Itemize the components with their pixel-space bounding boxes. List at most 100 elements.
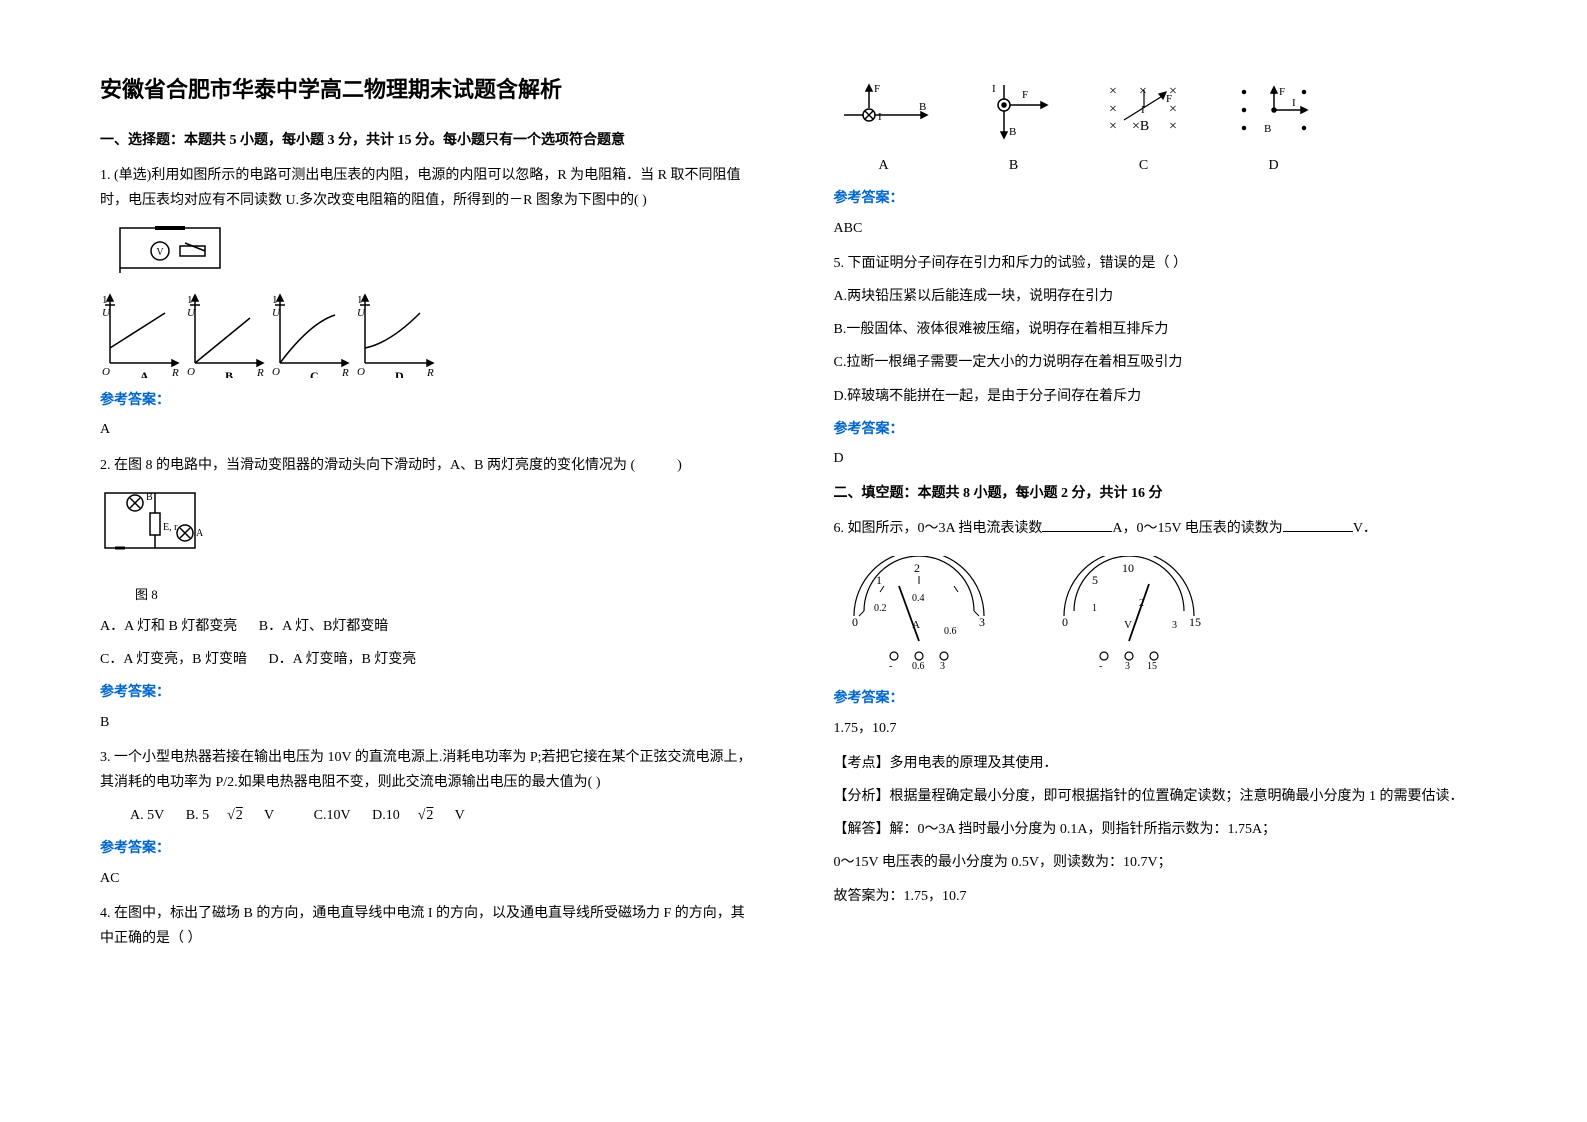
- svg-text:×: ×: [1109, 102, 1117, 117]
- q2-optB: B．A 灯、B灯都变暗: [259, 619, 389, 634]
- svg-text:U: U: [272, 307, 281, 319]
- svg-text:5: 5: [1092, 573, 1098, 587]
- question-3: 3. 一个小型电热器若接在输出电压为 10V 的直流电源上.消耗电功率为 P;若…: [100, 745, 754, 795]
- svg-text:B: B: [225, 369, 233, 378]
- q3-optD: D.10√2 V: [372, 808, 483, 823]
- svg-text:O: O: [187, 366, 195, 378]
- page-title: 安徽省合肥市华泰中学高二物理期末试题含解析: [100, 70, 754, 110]
- svg-text:1: 1: [357, 294, 363, 306]
- q3-optB-pre: B. 5: [186, 808, 209, 823]
- section-1-header: 一、选择题：本题共 5 小题，每小题 3 分，共计 15 分。每小题只有一个选项…: [100, 128, 754, 153]
- q6-text-mid: A，0～15V 电压表的读数为: [1112, 521, 1282, 536]
- svg-text:U: U: [187, 307, 196, 319]
- q3-optB-num: 2: [236, 808, 243, 823]
- svg-text:1: 1: [876, 573, 882, 587]
- svg-text:C: C: [310, 369, 319, 378]
- svg-text:A: A: [196, 528, 204, 539]
- q5-optB: B.一般固体、液体很难被压缩，说明存在着相互排斥力: [834, 317, 1488, 342]
- svg-text:3: 3: [979, 615, 985, 629]
- svg-text:B: B: [919, 101, 926, 113]
- q6-exp1-label: 【考点】: [834, 756, 890, 771]
- q6-exp1: 【考点】多用电表的原理及其使用．: [834, 751, 1488, 776]
- question-1: 1. (单选)利用如图所示的电路可测出电压表的内阻，电源的内阻可以忽略，R 为电…: [100, 163, 754, 213]
- svg-text:0.4: 0.4: [912, 593, 925, 604]
- q3-optB-suf: V: [261, 808, 274, 823]
- svg-text:A: A: [140, 369, 149, 378]
- svg-text:I: I: [992, 83, 996, 95]
- q5-answer: D: [834, 446, 1488, 471]
- q3-optD-pre: D.10: [372, 808, 400, 823]
- svg-text:1: 1: [187, 294, 193, 306]
- svg-text:-: -: [889, 661, 892, 671]
- svg-text:0: 0: [1062, 615, 1068, 629]
- q4-diag-d: B I F D: [1224, 80, 1324, 178]
- q5-answer-label: 参考答案：: [834, 417, 1488, 442]
- q4-label-d: D: [1224, 153, 1324, 178]
- q2-fig-label: 图 8: [135, 583, 754, 606]
- svg-text:R: R: [256, 367, 264, 378]
- q2-optA: A．A 灯和 B 灯都变亮: [100, 619, 237, 634]
- svg-text:×: ×: [1109, 119, 1117, 134]
- question-4: 4. 在图中，标出了磁场 B 的方向，通电直导线中电流 I 的方向，以及通电直导…: [100, 901, 754, 951]
- svg-text:F: F: [874, 83, 880, 95]
- q6-answer: 1.75，10.7: [834, 716, 1488, 741]
- svg-text:0: 0: [852, 615, 858, 629]
- q1-answer: A: [100, 417, 754, 442]
- q2-answer: B: [100, 710, 754, 735]
- svg-text:F: F: [1166, 93, 1172, 105]
- q3-optC: C.10V: [314, 808, 351, 823]
- svg-text:R: R: [171, 367, 179, 378]
- svg-text:U: U: [357, 307, 366, 319]
- svg-text:O: O: [102, 366, 110, 378]
- q1-graphs-figure: 1 U O R A 1 U O R B: [100, 288, 440, 378]
- svg-text:2: 2: [914, 561, 920, 575]
- q6-exp2: 【分析】根据量程确定最小分度，即可根据指针的位置确定读数；注意明确最小分度为 1…: [834, 784, 1488, 809]
- question-6: 6. 如图所示，0～3A 挡电流表读数A，0～15V 电压表的读数为V．: [834, 516, 1488, 541]
- q2-options-row2: C．A 灯变亮，B 灯变暗 D．A 灯变暗，B 灯变亮: [100, 647, 754, 672]
- svg-text:F: F: [1279, 86, 1285, 98]
- q4-diagrams: B I F A I B F B: [834, 80, 1488, 178]
- q6-exp2-label: 【分析】: [834, 789, 890, 804]
- q4-diag-a: B I F A: [834, 80, 934, 178]
- q2-optC: C．A 灯变亮，B 灯变暗: [100, 652, 247, 667]
- q6-meters: 0 1 2 3 0.2 0.4 A 0.6 - 0.6 3 0 5: [834, 556, 1488, 671]
- q5-optA: A.两块铅压紧以后能连成一块，说明存在引力: [834, 284, 1488, 309]
- q6-blank-2: [1283, 518, 1353, 532]
- q4-label-c: C: [1094, 153, 1194, 178]
- q4-answer: ABC: [834, 216, 1488, 241]
- question-2: 2. 在图 8 的电路中，当滑动变阻器的滑动头向下滑动时，A、B 两灯亮度的变化…: [100, 453, 754, 478]
- q2-circuit-figure: B E, r A: [100, 488, 210, 573]
- svg-text:I: I: [1292, 97, 1296, 109]
- q6-answer-label: 参考答案：: [834, 686, 1488, 711]
- svg-text:U: U: [102, 307, 111, 319]
- svg-text:0.2: 0.2: [874, 603, 887, 614]
- q3-optD-num: 2: [426, 808, 433, 823]
- voltmeter-figure: 0 5 10 15 1 2 3 V - 3 15: [1044, 556, 1214, 671]
- q4-diag-c: × × × × × × ×B × F I C: [1094, 80, 1194, 178]
- q6-exp3c: 故答案为：1.75，10.7: [834, 884, 1488, 909]
- q1-circuit-figure: V: [100, 223, 240, 278]
- svg-text:×B: ×B: [1132, 119, 1149, 134]
- svg-text:×: ×: [1109, 84, 1117, 99]
- q5-optC: C.拉断一根绳子需要一定大小的力说明存在着相互吸引力: [834, 350, 1488, 375]
- svg-text:1: 1: [1092, 603, 1097, 614]
- q3-options: A. 5V B. 5√2 V C.10V D.10√2 V: [130, 803, 754, 828]
- svg-text:I: I: [878, 111, 882, 123]
- ammeter-figure: 0 1 2 3 0.2 0.4 A 0.6 - 0.6 3: [834, 556, 1004, 671]
- left-column: 安徽省合肥市华泰中学高二物理期末试题含解析 一、选择题：本题共 5 小题，每小题…: [100, 70, 754, 1052]
- svg-text:1: 1: [272, 294, 278, 306]
- q4-label-b: B: [964, 153, 1064, 178]
- svg-text:3: 3: [940, 661, 945, 671]
- svg-text:R: R: [426, 367, 434, 378]
- q3-optB: B. 5√2 V: [186, 808, 292, 823]
- q2-options-row1: A．A 灯和 B 灯都变亮 B．A 灯、B灯都变暗: [100, 614, 754, 639]
- q4-answer-label: 参考答案：: [834, 186, 1488, 211]
- q5-optD: D.碎玻璃不能拼在一起，是由于分子间存在着斥力: [834, 384, 1488, 409]
- svg-text:O: O: [357, 366, 365, 378]
- svg-text:I: I: [1141, 104, 1145, 116]
- q3-answer: AC: [100, 866, 754, 891]
- q6-exp3-label: 【解答】: [834, 822, 890, 837]
- svg-text:V: V: [156, 247, 164, 258]
- svg-text:0.6: 0.6: [944, 626, 957, 637]
- svg-text:×: ×: [1139, 84, 1147, 99]
